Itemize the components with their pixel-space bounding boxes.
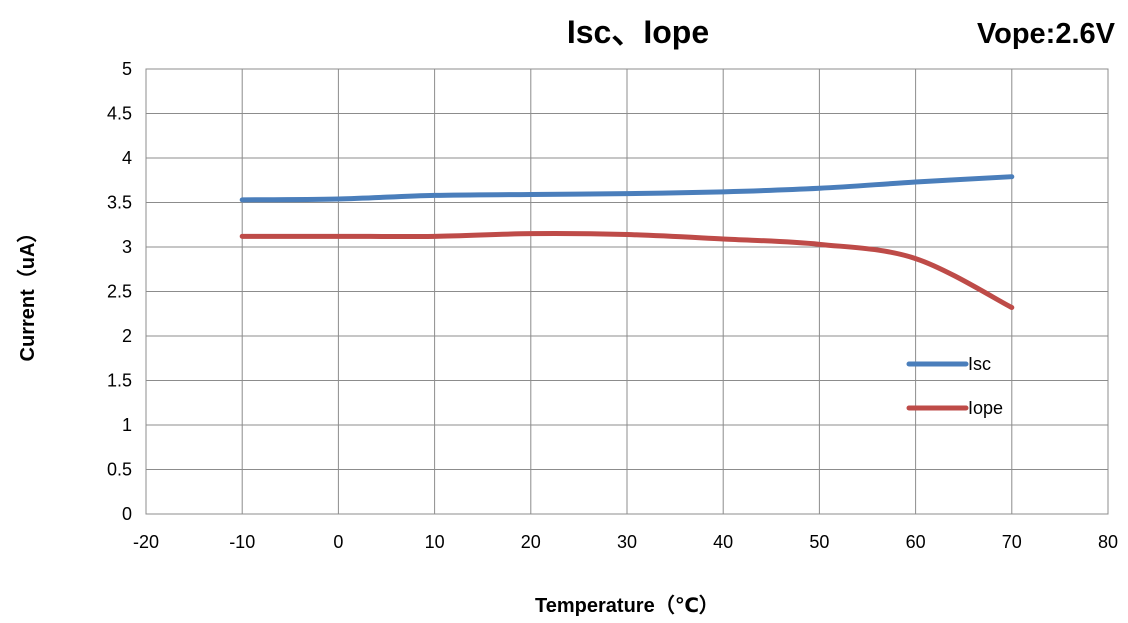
x-axis-title: Temperature（℃）: [535, 594, 719, 617]
x-tick-label: -20: [133, 532, 159, 552]
y-tick-label: 2.5: [107, 282, 132, 302]
grid: [146, 69, 1108, 514]
x-tick-label: 10: [425, 532, 445, 552]
legend-label-isc: Isc: [968, 354, 991, 374]
y-tick-label: 3.5: [107, 193, 132, 213]
x-tick-label: 20: [521, 532, 541, 552]
chart-title: Isc、Iope: [567, 14, 709, 50]
x-tick-label: -10: [229, 532, 255, 552]
y-tick-label: 1.5: [107, 371, 132, 391]
y-axis-title: Current（uA）: [16, 223, 39, 362]
y-tick-label: 4.5: [107, 104, 132, 124]
legend: Isc Iope: [909, 354, 1003, 418]
tick-labels: -20 -10 0 10 20 30 40 50 60 70 80 0 0.5 1 1.5 2 2.5 3 3.5 4…: [107, 59, 1118, 552]
legend-label-iope: Iope: [968, 398, 1003, 418]
x-tick-label: 80: [1098, 532, 1118, 552]
y-tick-label: 0: [122, 504, 132, 524]
y-tick-label: 1: [122, 415, 132, 435]
x-tick-label: 0: [333, 532, 343, 552]
y-tick-label: 3: [122, 237, 132, 257]
x-tick-label: 60: [906, 532, 926, 552]
y-tick-label: 2: [122, 326, 132, 346]
x-tick-label: 50: [809, 532, 829, 552]
y-tick-label: 5: [122, 59, 132, 79]
x-tick-label: 40: [713, 532, 733, 552]
y-tick-label: 4: [122, 148, 132, 168]
x-tick-label: 70: [1002, 532, 1022, 552]
x-tick-label: 30: [617, 532, 637, 552]
y-tick-label: 0.5: [107, 460, 132, 480]
chart-subtitle: Vope:2.6V: [977, 18, 1116, 50]
